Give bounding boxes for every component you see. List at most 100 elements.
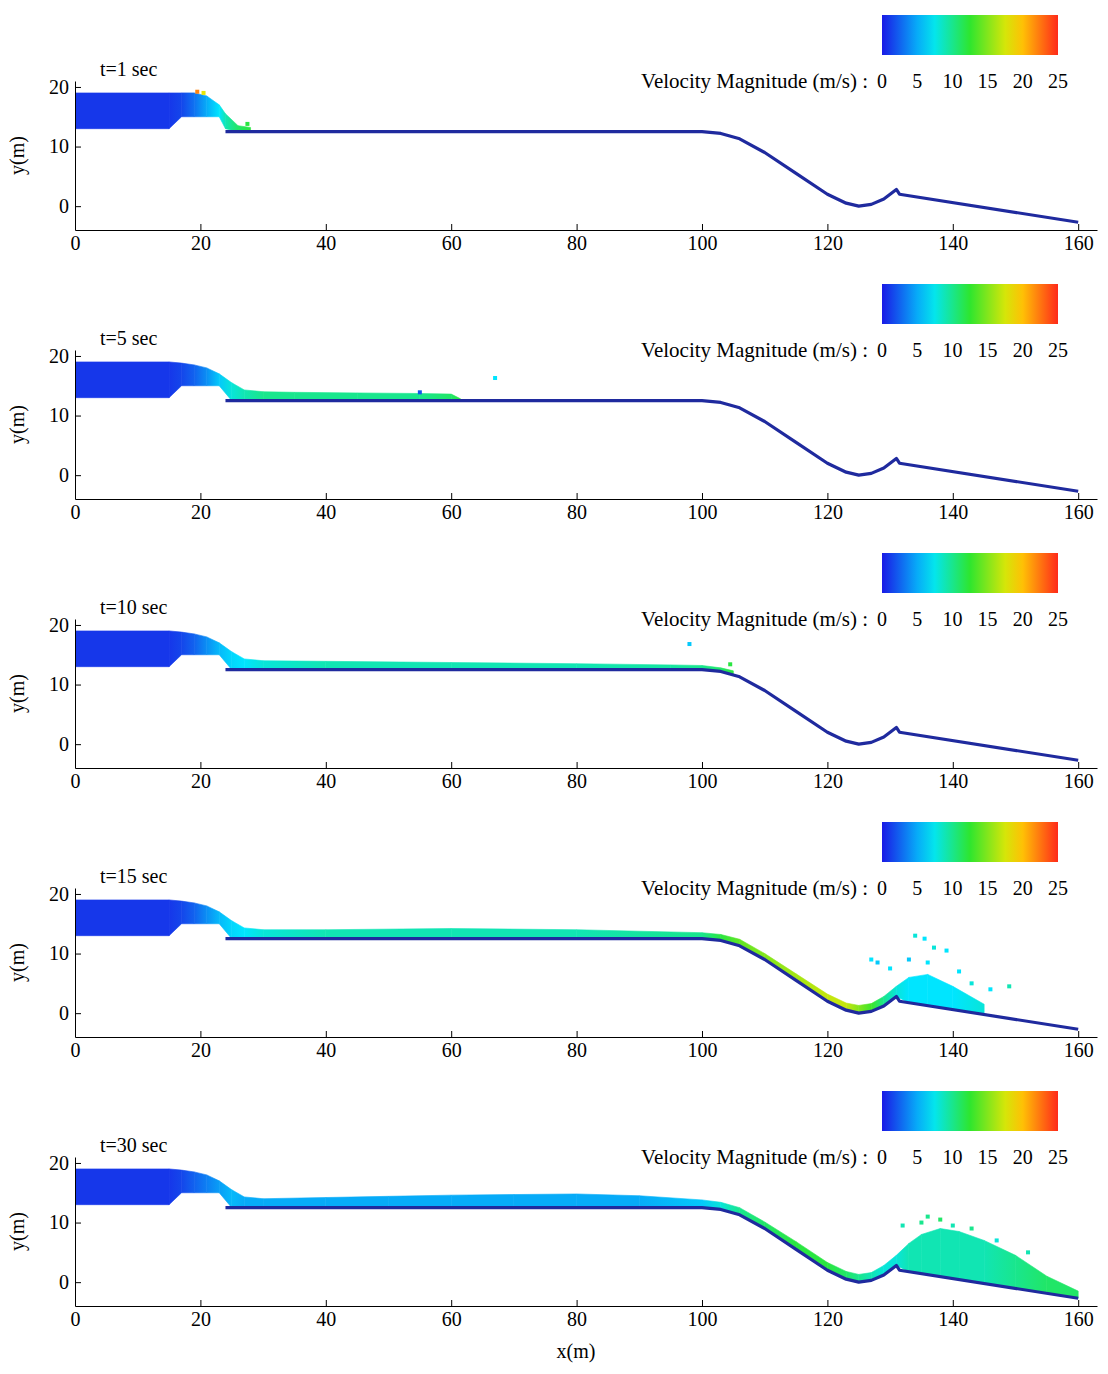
x-tick: 20 <box>191 224 211 254</box>
water-segment <box>194 1172 207 1193</box>
water-segment <box>639 1196 702 1208</box>
y-axis-title: y(m) <box>6 405 29 444</box>
y-tick-mark <box>75 1282 81 1283</box>
x-tick: 20 <box>191 1031 211 1061</box>
y-tick: 0 <box>59 1271 81 1293</box>
x-tick-mark <box>1078 1031 1079 1037</box>
x-tick-mark <box>200 224 201 230</box>
x-tick-label: 160 <box>1064 501 1094 523</box>
x-tick-mark <box>1078 762 1079 768</box>
y-tick-label: 0 <box>59 1002 69 1024</box>
plot-area <box>75 900 1078 1029</box>
y-axis-line <box>75 889 76 1038</box>
particle <box>1007 984 1011 988</box>
x-tick-label: 20 <box>191 1308 211 1330</box>
splash-particles <box>901 1215 1030 1255</box>
water-segment <box>182 632 195 655</box>
y-tick: 0 <box>59 733 81 755</box>
panel: 02040608010012014016001020y(m)t=15 sec05… <box>6 822 1098 1061</box>
y-tick-label: 10 <box>49 673 69 695</box>
x-tick-label: 40 <box>316 501 336 523</box>
x-tick: 160 <box>1064 224 1094 254</box>
water-segment <box>232 652 245 670</box>
water-segment <box>169 93 182 129</box>
x-tick-mark <box>326 762 327 768</box>
x-tick: 100 <box>687 1031 717 1061</box>
x-tick-label: 0 <box>71 1039 81 1061</box>
colorbar-tick-label: 25 <box>1048 877 1068 899</box>
y-tick-label: 20 <box>49 76 69 98</box>
x-tick-mark <box>953 224 954 230</box>
particle <box>932 946 936 950</box>
water-segment <box>451 1195 514 1208</box>
panel-title: t=1 sec <box>100 58 157 80</box>
terrain-line <box>225 401 1078 492</box>
x-tick-mark <box>953 493 954 499</box>
water-segment <box>207 96 220 117</box>
x-tick-label: 140 <box>938 501 968 523</box>
x-tick-label: 100 <box>687 770 717 792</box>
y-axis-title: y(m) <box>6 136 29 175</box>
x-tick-mark <box>1078 493 1079 499</box>
x-tick-label: 80 <box>567 770 587 792</box>
colorbar-tick-label: 15 <box>978 70 998 92</box>
colorbar-tick-label: 10 <box>942 608 962 630</box>
water-segment <box>219 643 232 670</box>
plot-area <box>75 631 1078 760</box>
x-tick-label: 60 <box>442 770 462 792</box>
y-tick-mark <box>75 416 81 417</box>
particle <box>951 1224 955 1228</box>
y-axis: 01020 <box>49 76 81 231</box>
terrain-line <box>225 939 1078 1030</box>
x-tick-label: 20 <box>191 232 211 254</box>
colorbar-tick-label: 10 <box>942 339 962 361</box>
colorbar-label: Velocity Magnitude (m/s) : <box>641 69 868 93</box>
x-tick-label: 160 <box>1064 770 1094 792</box>
colorbar: 0510152025Velocity Magnitude (m/s) : <box>641 284 1068 362</box>
y-tick: 20 <box>49 614 81 636</box>
water-segment <box>194 634 207 655</box>
particle <box>945 949 949 953</box>
water-segment <box>219 1181 232 1208</box>
x-tick-label: 60 <box>442 1039 462 1061</box>
y-tick-label: 20 <box>49 614 69 636</box>
x-tick-mark <box>451 762 452 768</box>
particle <box>901 1224 905 1228</box>
x-tick: 120 <box>813 762 843 792</box>
y-tick: 10 <box>49 1211 81 1233</box>
y-tick: 0 <box>59 1002 81 1024</box>
x-axis: 020406080100120140160 <box>71 1300 1098 1330</box>
x-axis-title: x(m) <box>557 1340 596 1363</box>
water-segment <box>182 901 195 924</box>
x-tick: 160 <box>1064 493 1094 523</box>
water-segment <box>169 1169 182 1205</box>
colorbar-tick-label: 25 <box>1048 608 1068 630</box>
water-segment <box>219 374 232 401</box>
x-tick-mark <box>577 1031 578 1037</box>
colorbar-tick-label: 0 <box>877 70 887 92</box>
y-tick-mark <box>75 206 81 207</box>
x-tick: 80 <box>567 493 587 523</box>
water-segment <box>182 93 195 117</box>
x-tick-mark <box>200 1300 201 1306</box>
y-tick-label: 0 <box>59 195 69 217</box>
colorbar: 0510152025Velocity Magnitude (m/s) : <box>641 15 1068 93</box>
particle <box>926 961 930 965</box>
x-tick-label: 140 <box>938 1308 968 1330</box>
y-tick-mark <box>75 894 81 895</box>
x-tick-mark <box>326 493 327 499</box>
y-axis-line <box>75 351 76 500</box>
water-segment <box>909 1234 922 1273</box>
y-tick-mark <box>75 356 81 357</box>
water-body <box>75 900 984 1015</box>
water-segment <box>244 659 263 670</box>
particle <box>970 981 974 985</box>
particle <box>245 122 249 126</box>
colorbar-tick-label: 25 <box>1048 70 1068 92</box>
y-tick-mark <box>75 685 81 686</box>
x-axis: 020406080100120140160 <box>71 1031 1098 1061</box>
terrain-line <box>225 670 1078 761</box>
y-axis-title: y(m) <box>6 674 29 713</box>
x-tick-mark <box>451 224 452 230</box>
y-tick-mark <box>75 147 81 148</box>
